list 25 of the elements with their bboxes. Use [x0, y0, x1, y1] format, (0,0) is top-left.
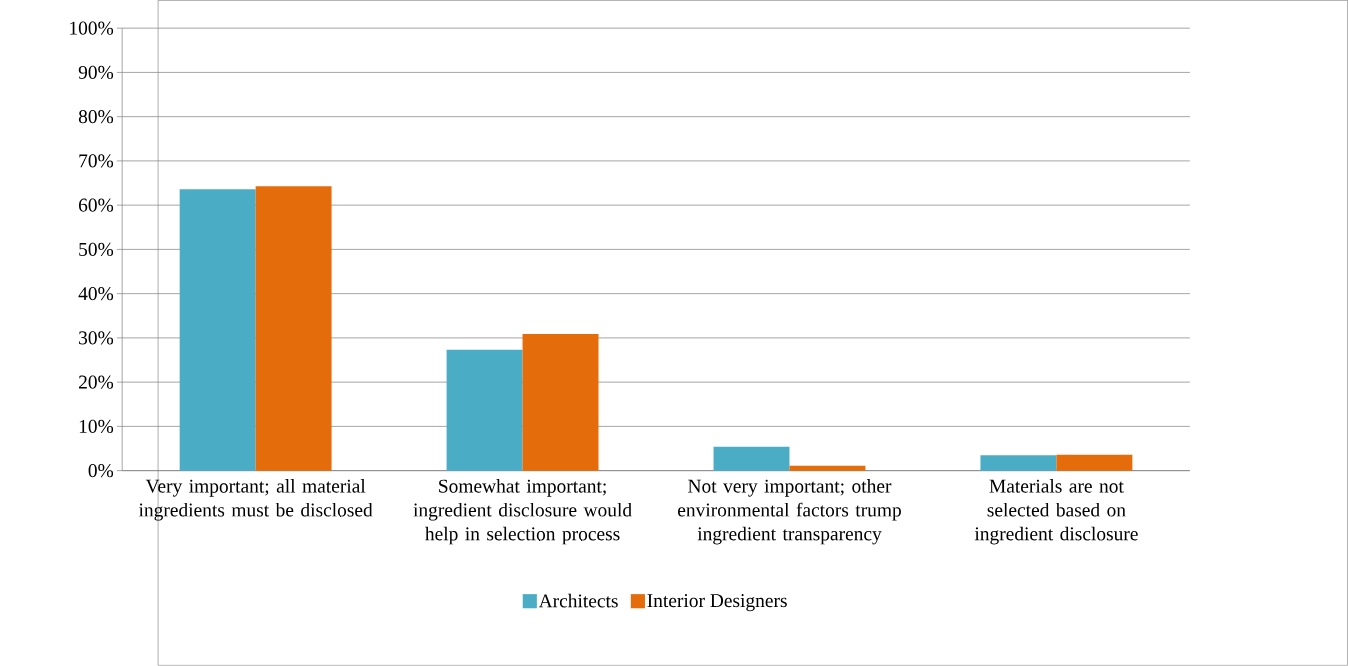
- y-tick-label: 60%: [78, 198, 114, 212]
- bar: [446, 349, 523, 471]
- x-tick-label: Somewhat important; ingredient disclosure would help in selection process: [413, 479, 632, 545]
- y-tick-label: 100%: [70, 21, 114, 35]
- legend-label: Architects: [538, 593, 618, 608]
- y-tick-label: 20%: [79, 375, 114, 389]
- bar: [713, 446, 790, 471]
- x-tick-label: Materials are not selected based on ingredient disclosure: [974, 479, 1138, 545]
- y-tick-label: 70%: [79, 154, 114, 168]
- y-tick-label: 40%: [78, 287, 114, 301]
- y-tick-label: 50%: [79, 242, 114, 257]
- x-tick-label: Not very important; other environmental factors trump ingredient transparency: [678, 479, 901, 545]
- bar: [789, 465, 866, 471]
- x-tick-label: Very important; all material ingredients must be disclosed: [138, 479, 373, 521]
- bar: [179, 189, 256, 471]
- y-tick-label: 10%: [79, 419, 114, 434]
- y-tick-label: 80%: [78, 110, 114, 124]
- bar: [980, 455, 1057, 471]
- bar: [255, 186, 332, 471]
- y-tick-label: 0%: [88, 464, 114, 478]
- legend-label: Interior Designers: [647, 594, 787, 612]
- bar: [522, 334, 599, 471]
- y-tick-label: 90%: [78, 65, 114, 80]
- bar: [1056, 454, 1133, 471]
- y-tick-label: 30%: [79, 331, 114, 345]
